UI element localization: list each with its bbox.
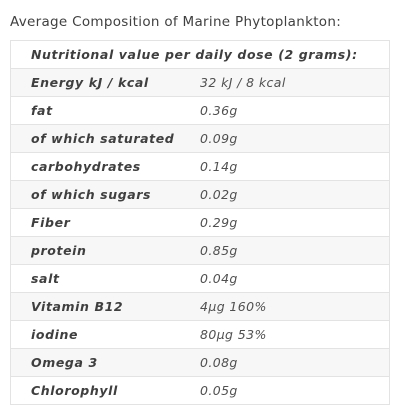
table-header: Nutritional value per daily dose (2 gram…: [10, 40, 390, 69]
table-row: of which sugars 0.02g: [10, 180, 390, 209]
table-header-row: Nutritional value per daily dose (2 gram…: [10, 40, 390, 69]
nutrient-label: Energy kJ / kcal: [10, 68, 200, 97]
nutrient-value: 0.05g: [200, 376, 390, 405]
table-row: Energy kJ / kcal 32 kJ / 8 kcal: [10, 68, 390, 97]
nutrient-value: 0.36g: [200, 96, 390, 125]
nutrient-value: 0.14g: [200, 152, 390, 181]
table-row: Fiber 0.29g: [10, 208, 390, 237]
table-row: of which saturated 0.09g: [10, 124, 390, 153]
nutrient-value: 32 kJ / 8 kcal: [200, 68, 390, 97]
nutrient-label: protein: [10, 236, 200, 265]
nutrition-table-container: Nutritional value per daily dose (2 gram…: [10, 40, 390, 405]
nutrient-value: 0.08g: [200, 348, 390, 377]
table-row: carbohydrates 0.14g: [10, 152, 390, 181]
nutrient-label: Chlorophyll: [10, 376, 200, 405]
table-row: iodine 80µg 53%: [10, 320, 390, 349]
nutrient-label: Fiber: [10, 208, 200, 237]
table-row: Chlorophyll 0.05g: [10, 376, 390, 405]
table-row: Omega 3 0.08g: [10, 348, 390, 377]
nutrient-label: salt: [10, 264, 200, 293]
table-row: protein 0.85g: [10, 236, 390, 265]
nutrient-value: 0.04g: [200, 264, 390, 293]
nutrient-label: Omega 3: [10, 348, 200, 377]
nutrient-label: carbohydrates: [10, 152, 200, 181]
nutrient-value: 80µg 53%: [200, 320, 390, 349]
nutrient-label: Vitamin B12: [10, 292, 200, 321]
nutrition-table: Nutritional value per daily dose (2 gram…: [10, 40, 390, 405]
nutrient-label: fat: [10, 96, 200, 125]
nutrient-value: 0.09g: [200, 124, 390, 153]
nutrient-label: iodine: [10, 320, 200, 349]
nutrient-label: of which saturated: [10, 124, 200, 153]
nutrient-value: 0.02g: [200, 180, 390, 209]
table-row: Vitamin B12 4µg 160%: [10, 292, 390, 321]
page-title: Average Composition of Marine Phytoplank…: [10, 14, 342, 30]
table-row: fat 0.36g: [10, 96, 390, 125]
table-row: salt 0.04g: [10, 264, 390, 293]
nutrient-value: 0.29g: [200, 208, 390, 237]
nutrient-value: 0.85g: [200, 236, 390, 265]
nutrient-label: of which sugars: [10, 180, 200, 209]
nutrient-value: 4µg 160%: [200, 292, 390, 321]
